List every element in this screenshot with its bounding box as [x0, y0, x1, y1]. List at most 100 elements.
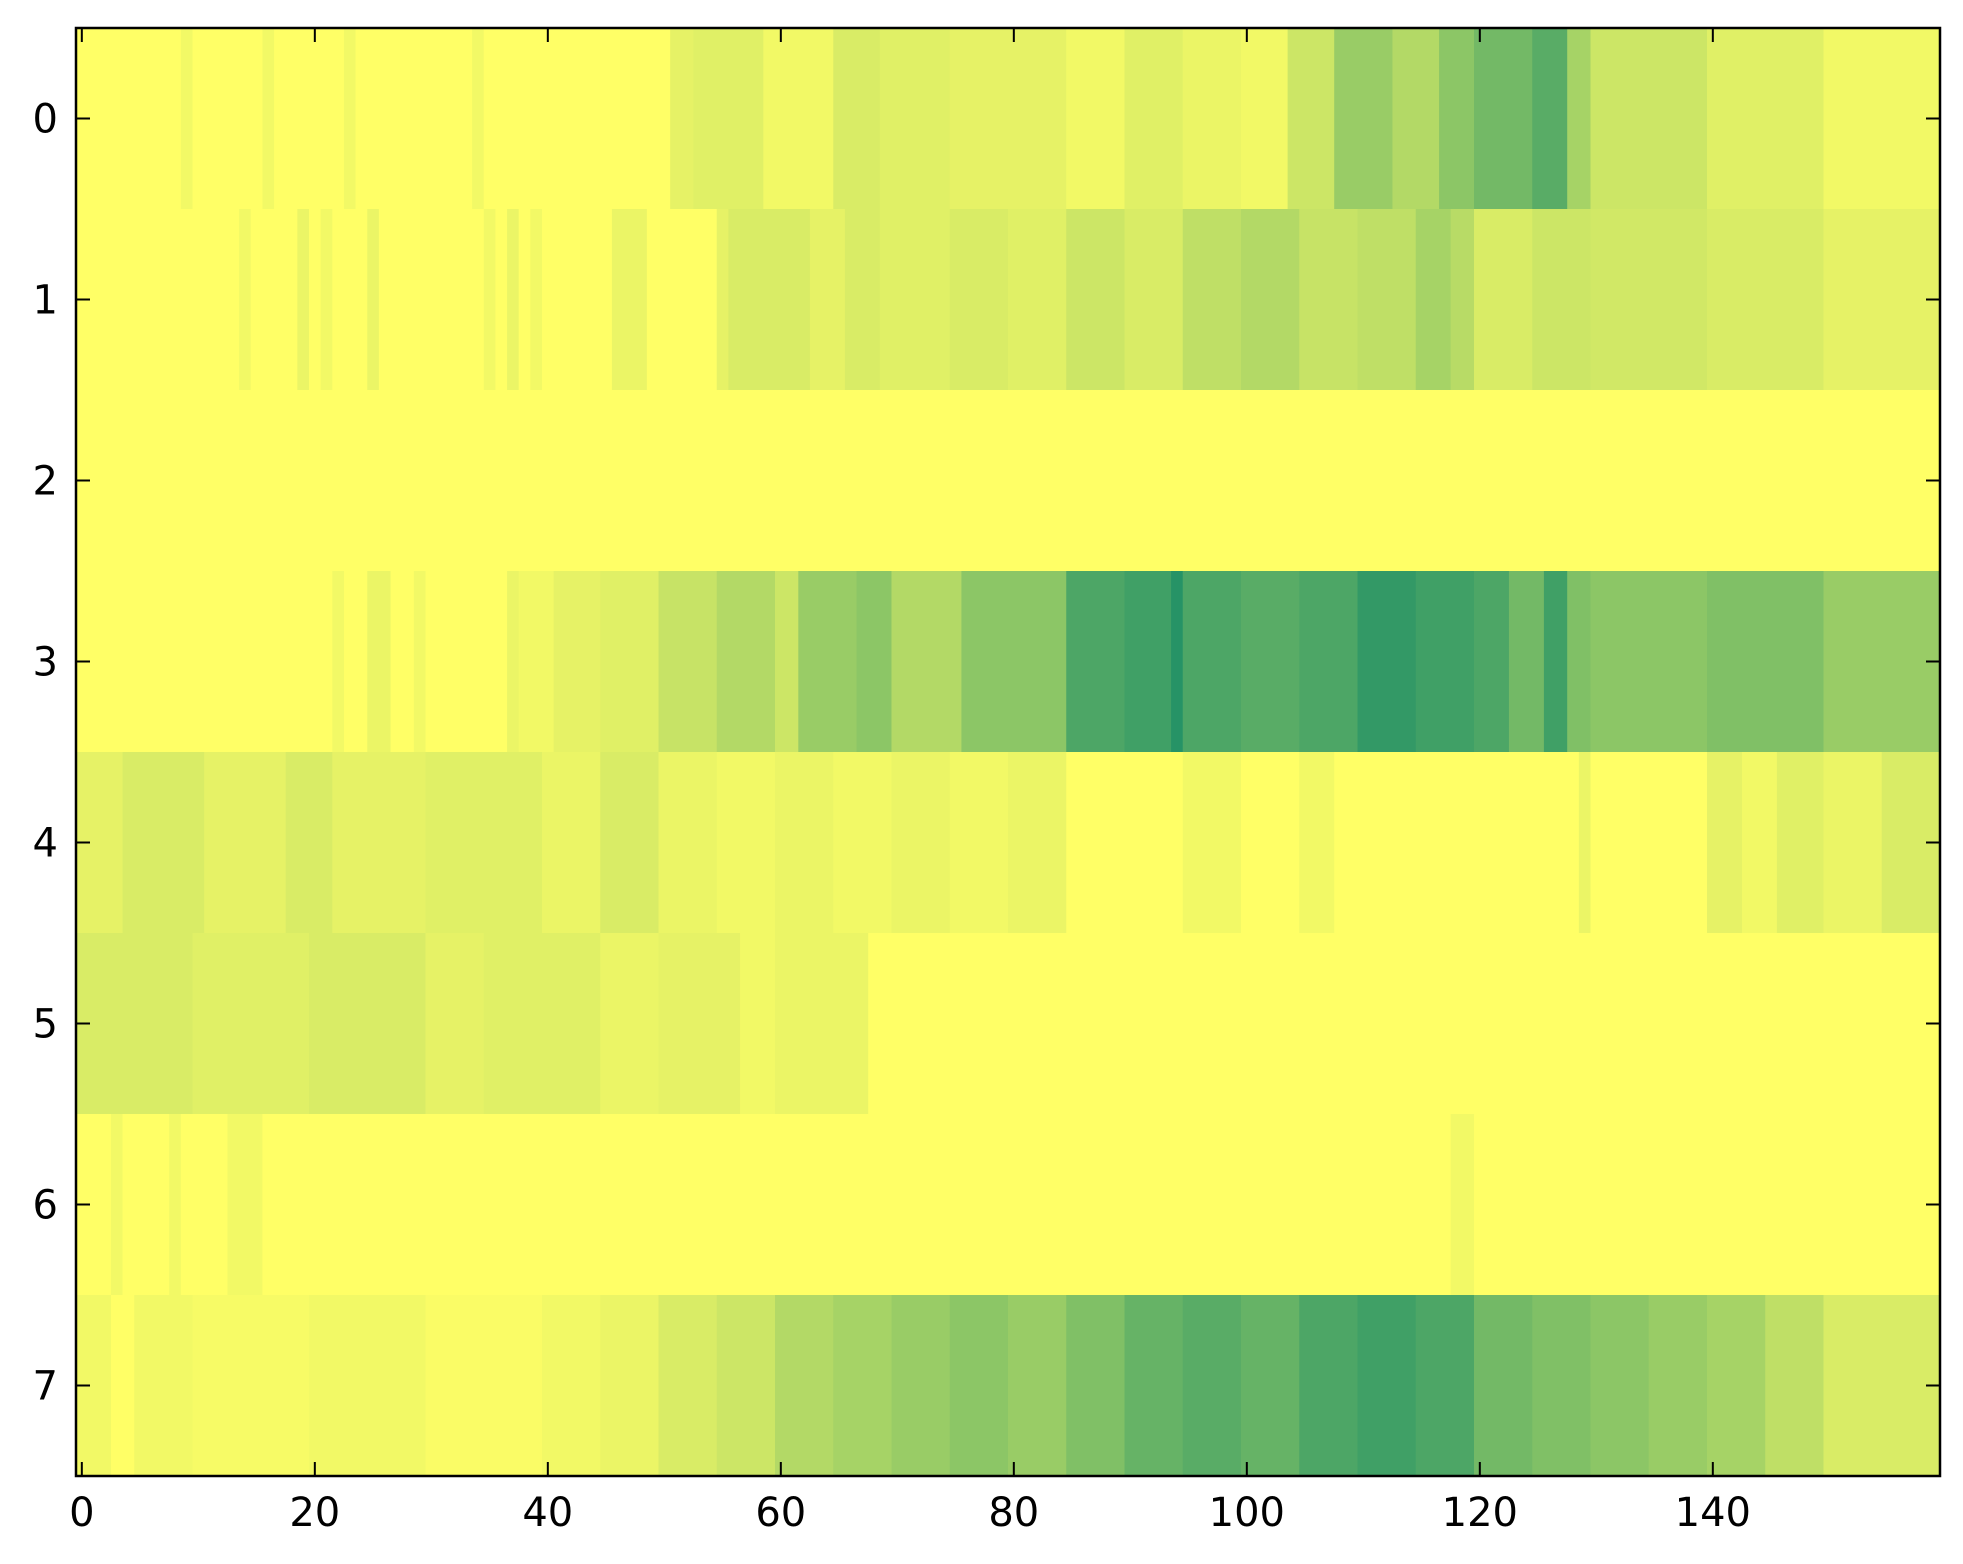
heatmap-cell	[1474, 28, 1533, 210]
heatmap-cell	[809, 209, 846, 391]
heatmap-cell	[169, 1114, 182, 1296]
heatmap-cell	[530, 209, 543, 391]
heatmap-cell	[192, 933, 310, 1115]
heatmap-cell	[716, 1295, 776, 1477]
heatmap-cell	[1707, 571, 1825, 753]
heatmap-cell	[204, 752, 287, 934]
heatmap-cell	[343, 28, 357, 210]
heatmap-cell	[1357, 1295, 1417, 1477]
heatmap-cell	[1066, 752, 1184, 934]
y-tick-label: 2	[33, 459, 58, 505]
x-tick-label: 20	[289, 1490, 340, 1536]
heatmap-cell	[1474, 1295, 1533, 1477]
heatmap-cell	[483, 209, 496, 391]
heatmap-cell	[250, 209, 298, 391]
heatmap-cell	[76, 209, 240, 391]
heatmap-cell	[1241, 752, 1300, 934]
heatmap-cell	[879, 28, 951, 210]
heatmap-cell	[1008, 209, 1067, 391]
heatmap-cell	[716, 209, 729, 391]
heatmap-cell	[1415, 1295, 1475, 1477]
y-tick-label: 6	[33, 1183, 58, 1229]
heatmap-cell	[670, 28, 695, 210]
heatmap-cell	[518, 571, 555, 753]
heatmap-cell	[600, 752, 660, 934]
heatmap-cell	[1765, 1295, 1825, 1477]
heatmap-cell	[1543, 571, 1568, 753]
heatmap-cell	[1241, 1295, 1300, 1477]
y-tick-label: 3	[33, 640, 58, 686]
heatmap-cell	[1439, 28, 1475, 210]
y-axis: 0 1 2 3 4 5 6 7	[33, 97, 1940, 1410]
heatmap-cell	[1299, 209, 1359, 391]
heatmap-cell	[76, 390, 1941, 572]
y-tick-label: 5	[33, 1002, 58, 1048]
heatmap-cell	[122, 1114, 170, 1296]
heatmap-cell	[1299, 1295, 1359, 1477]
heatmap-cell	[483, 933, 601, 1115]
heatmap-cell	[507, 209, 520, 391]
heatmap-cell	[367, 209, 380, 391]
heatmap-cell	[949, 28, 1067, 210]
heatmap-cell	[1776, 752, 1825, 934]
heatmap-cell	[740, 933, 776, 1115]
heatmap-cell	[856, 571, 893, 753]
heatmap-cell	[192, 28, 263, 210]
heatmap-cell	[1334, 752, 1580, 934]
x-tick-label: 60	[755, 1490, 806, 1536]
heatmap-cell	[507, 571, 520, 753]
heatmap-cell	[1590, 209, 1708, 391]
y-tick-label: 0	[33, 97, 58, 143]
heatmap-cell	[1741, 752, 1778, 934]
heatmap-cell	[332, 752, 427, 934]
heatmap-cell	[658, 1295, 718, 1477]
heatmap-cell	[833, 28, 881, 210]
heatmap-cell	[1241, 28, 1289, 210]
heatmap-cell	[1124, 1295, 1184, 1477]
x-tick-label: 0	[69, 1490, 94, 1536]
heatmap-cell	[879, 209, 951, 391]
heatmap-cell	[1590, 571, 1708, 753]
heatmap-cell	[542, 1295, 601, 1477]
heatmap-cell	[658, 933, 741, 1115]
heatmap-cell	[1008, 752, 1067, 934]
heatmap-cell	[1241, 571, 1300, 753]
heatmap-cell	[76, 933, 194, 1115]
heatmap-cell	[553, 571, 601, 753]
heatmap-cell	[425, 571, 508, 753]
heatmap-cell	[355, 28, 473, 210]
y-tick-label: 1	[33, 278, 58, 324]
heatmap-cell	[1182, 1295, 1242, 1477]
heatmap-cell	[1357, 571, 1417, 753]
heatmap-cell	[1124, 571, 1172, 753]
heatmap-cell	[76, 571, 333, 753]
heatmap-cell	[1823, 571, 1941, 753]
heatmap-cell	[1357, 209, 1417, 391]
heatmap-cell	[1066, 209, 1126, 391]
x-tick-label: 140	[1675, 1490, 1751, 1536]
heatmap-cell	[1066, 28, 1126, 210]
heatmap-cell	[1474, 209, 1533, 391]
heatmap-cell	[1299, 752, 1335, 934]
heatmap-cell	[716, 752, 776, 934]
heatmap-cell	[728, 209, 811, 391]
heatmap-cell	[1334, 28, 1394, 210]
heatmap-cell	[833, 1295, 893, 1477]
heatmap-cell	[262, 1114, 1452, 1296]
heatmap-cell	[518, 209, 531, 391]
heatmap-cell	[332, 571, 345, 753]
heatmap-cell	[390, 571, 415, 753]
heatmap-cell	[1474, 1114, 1941, 1296]
heatmap-cell	[1415, 571, 1475, 753]
heatmap-cell	[367, 571, 392, 753]
x-tick-label: 100	[1209, 1490, 1285, 1536]
heatmap-cell	[891, 1295, 951, 1477]
heatmap-cell	[1066, 571, 1126, 753]
heatmap-cell	[320, 209, 333, 391]
heatmap-cell	[1008, 1295, 1067, 1477]
heatmap-cell	[1648, 1295, 1708, 1477]
heatmap-cell	[949, 209, 1009, 391]
heatmap-cell	[343, 571, 368, 753]
heatmap-cell	[134, 1295, 194, 1477]
